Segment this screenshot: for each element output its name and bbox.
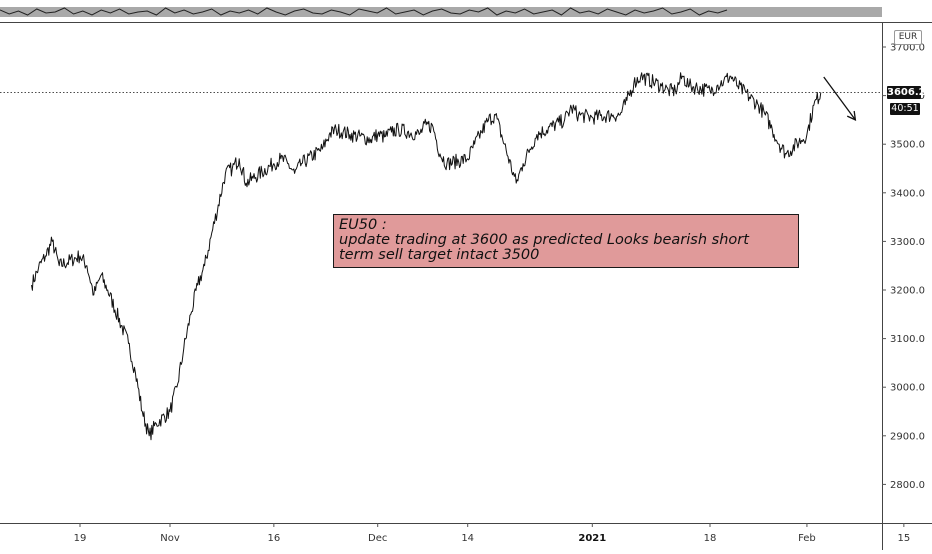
y-tick-label: 3100.0 <box>890 334 925 345</box>
x-tick-label: 15 <box>897 533 910 544</box>
x-tick-label: 16 <box>267 533 280 544</box>
y-tick-label: 2900.0 <box>890 431 925 442</box>
y-tick-label: 3200.0 <box>890 286 925 297</box>
x-tick-label: 14 <box>461 533 474 544</box>
text-annotation[interactable]: EU50 : update trading at 3600 as predict… <box>333 214 799 268</box>
x-tick-label: Dec <box>368 533 387 544</box>
y-tick-label: 3300.0 <box>890 237 925 248</box>
y-tick-label: 3000.0 <box>890 383 925 394</box>
x-tick-label: 19 <box>74 533 87 544</box>
last-price-label: 3606.2 <box>887 86 926 99</box>
x-tick-label: 2021 <box>578 533 606 544</box>
price-series <box>31 72 857 441</box>
annotation-line-2: update trading at 3600 as predicted Look… <box>339 232 749 248</box>
bar-countdown-label: 40:51 <box>890 103 920 115</box>
x-tick-label: Nov <box>160 533 180 544</box>
price-line-0 <box>31 72 822 441</box>
oscillator-line <box>0 7 728 16</box>
x-tick-label: 18 <box>704 533 717 544</box>
time-scale[interactable]: 19 Nov 16 Dec 14 2021 18 Feb 15 <box>74 523 911 544</box>
currency-badge[interactable]: EUR <box>894 30 922 45</box>
annotation-line-1: EU50 : <box>339 217 387 233</box>
projection-arrow-shaft <box>823 76 856 121</box>
y-tick-label: 3700.0 <box>890 43 925 54</box>
projection-arrow-head <box>846 110 857 121</box>
axes <box>0 22 932 550</box>
annotation-line-3: term sell target intact 3500 <box>339 247 540 263</box>
y-tick-label: 3400.0 <box>890 188 925 199</box>
y-tick-label: 3500.0 <box>890 140 925 151</box>
x-tick-label: Feb <box>798 533 816 544</box>
oscillator-pane <box>0 0 932 23</box>
oscillator-band <box>0 7 882 17</box>
y-tick-label: 2800.0 <box>890 480 925 491</box>
